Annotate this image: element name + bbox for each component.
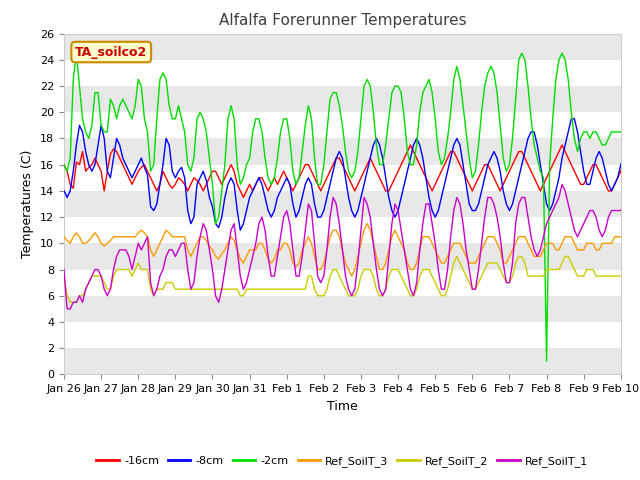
Bar: [64, 86, 621, 112]
Bar: [64, 138, 621, 165]
Title: Alfalfa Forerunner Temperatures: Alfalfa Forerunner Temperatures: [219, 13, 466, 28]
Legend: -16cm, -8cm, -2cm, Ref_SoilT_3, Ref_SoilT_2, Ref_SoilT_1: -16cm, -8cm, -2cm, Ref_SoilT_3, Ref_Soil…: [92, 451, 593, 471]
Bar: [64, 348, 621, 374]
Y-axis label: Temperatures (C): Temperatures (C): [22, 150, 35, 258]
Text: TA_soilco2: TA_soilco2: [75, 46, 147, 59]
Bar: [64, 191, 621, 217]
Bar: [64, 34, 621, 60]
X-axis label: Time: Time: [327, 400, 358, 413]
Bar: [64, 296, 621, 322]
Bar: [64, 243, 621, 270]
